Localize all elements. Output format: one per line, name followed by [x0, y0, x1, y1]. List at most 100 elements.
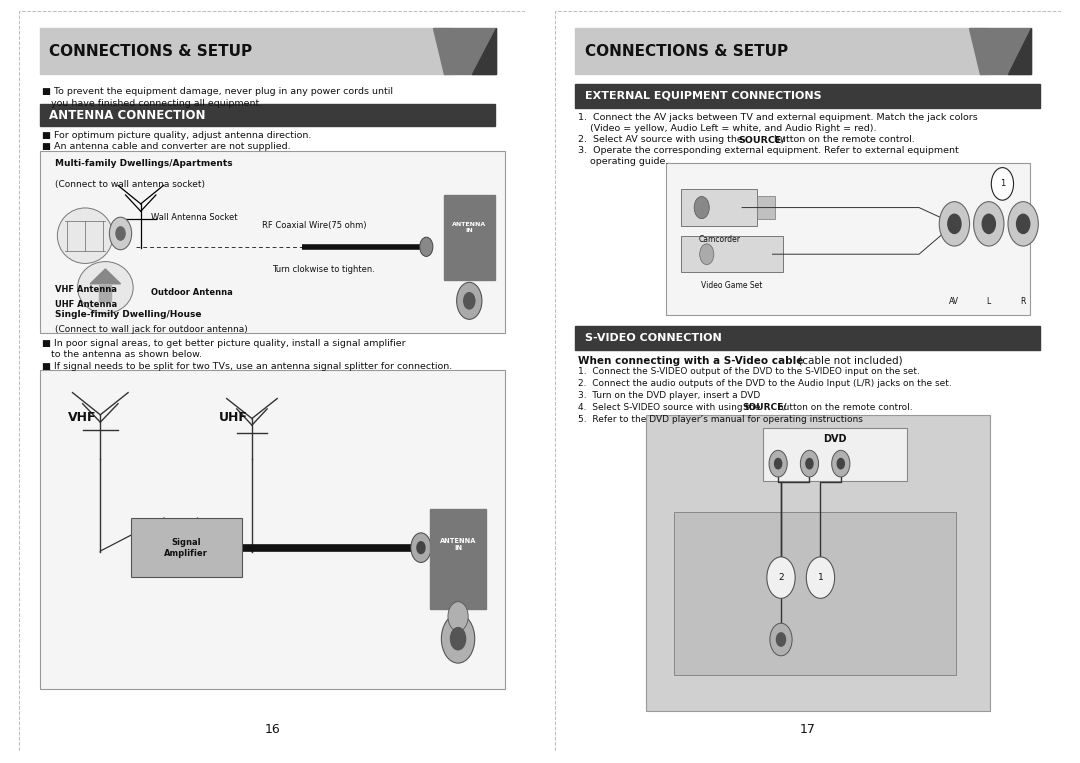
Text: 2.  Select AV source with using the: 2. Select AV source with using the [578, 135, 745, 144]
Circle shape [991, 168, 1013, 200]
Text: ANTENNA
IN: ANTENNA IN [440, 538, 476, 551]
Circle shape [109, 217, 132, 250]
Bar [681, 189, 757, 226]
Circle shape [463, 293, 475, 309]
Polygon shape [91, 269, 121, 284]
Text: VHF: VHF [67, 411, 96, 424]
Bar [40, 370, 504, 689]
Bar [40, 104, 495, 126]
Text: Turn clokwise to tighten.: Turn clokwise to tighten. [272, 266, 375, 275]
Bar [646, 415, 989, 711]
Text: Outdoor Antenna: Outdoor Antenna [151, 288, 232, 297]
Bar [131, 518, 242, 578]
Bar [674, 513, 956, 675]
Circle shape [457, 282, 482, 320]
Circle shape [1016, 214, 1029, 233]
Circle shape [837, 459, 845, 468]
Text: DVD: DVD [823, 434, 847, 444]
Text: R: R [1021, 297, 1026, 306]
Text: Signal
Amplifier: Signal Amplifier [164, 538, 208, 558]
Text: Multi-family Dwellings/Apartments: Multi-family Dwellings/Apartments [55, 159, 232, 169]
Text: 1.  Connect the S-VIDEO output of the DVD to the S-VIDEO input on the set.: 1. Connect the S-VIDEO output of the DVD… [578, 368, 920, 376]
Ellipse shape [78, 262, 133, 314]
Bar [444, 195, 495, 280]
Bar [99, 285, 111, 301]
Text: 4.  Select S-VIDEO source with using the: 4. Select S-VIDEO source with using the [578, 403, 764, 412]
Text: CONNECTIONS & SETUP: CONNECTIONS & SETUP [49, 44, 253, 59]
Text: RF Coaxial Wire(75 ohm): RF Coaxial Wire(75 ohm) [262, 221, 366, 230]
Bar [757, 197, 775, 219]
Text: 1: 1 [818, 573, 823, 582]
Text: button on the remote control.: button on the remote control. [771, 135, 915, 144]
Circle shape [442, 614, 475, 663]
Bar [666, 163, 1030, 315]
Circle shape [767, 557, 795, 598]
Circle shape [800, 450, 819, 477]
Text: S-VIDEO CONNECTION: S-VIDEO CONNECTION [584, 333, 721, 343]
Text: 5.  Refer to the DVD player’s manual for operating instructions: 5. Refer to the DVD player’s manual for … [578, 415, 863, 423]
Circle shape [448, 602, 468, 631]
Text: ANTENNA
IN: ANTENNA IN [453, 222, 486, 233]
Text: ■ For optimum picture quality, adjust antenna direction.: ■ For optimum picture quality, adjust an… [42, 131, 311, 140]
Circle shape [948, 214, 961, 233]
Text: 16: 16 [265, 723, 280, 736]
Bar [576, 326, 1040, 349]
Bar [576, 84, 1040, 108]
Text: SOURCE/: SOURCE/ [738, 135, 785, 144]
Text: (Video = yellow, Audio Left = white, and Audio Right = red).: (Video = yellow, Audio Left = white, and… [578, 124, 876, 133]
Text: ANTENNA CONNECTION: ANTENNA CONNECTION [49, 108, 205, 121]
Text: Video Game Set: Video Game Set [701, 281, 762, 290]
Circle shape [116, 227, 125, 240]
Polygon shape [433, 28, 496, 74]
Circle shape [1008, 201, 1038, 246]
Circle shape [450, 628, 465, 650]
Bar [576, 28, 989, 74]
Text: EXTERNAL EQUIPMENT CONNECTIONS: EXTERNAL EQUIPMENT CONNECTIONS [584, 91, 821, 101]
Text: 2: 2 [779, 573, 784, 582]
Text: Single-fimily Dwelling/House: Single-fimily Dwelling/House [55, 310, 201, 319]
Circle shape [770, 623, 792, 655]
Bar [681, 237, 783, 272]
Circle shape [974, 201, 1004, 246]
Text: Camcorder: Camcorder [699, 235, 741, 244]
Text: 3.  Operate the corresponding external equipment. Refer to external equipment: 3. Operate the corresponding external eq… [578, 146, 959, 155]
Text: VHF Antenna: VHF Antenna [55, 285, 117, 295]
Text: When connecting with a S-Video cable: When connecting with a S-Video cable [578, 356, 804, 365]
Text: CONNECTIONS & SETUP: CONNECTIONS & SETUP [584, 44, 788, 59]
Circle shape [940, 201, 970, 246]
Circle shape [700, 244, 714, 265]
Circle shape [774, 459, 782, 468]
Text: ■ In poor signal areas, to get better picture quality, install a signal amplifie: ■ In poor signal areas, to get better pi… [42, 339, 406, 348]
Circle shape [410, 533, 431, 562]
Text: AV: AV [949, 297, 959, 306]
Text: UHF: UHF [219, 411, 248, 424]
Bar [40, 28, 454, 74]
Bar [430, 509, 486, 609]
Circle shape [417, 542, 426, 554]
Circle shape [777, 633, 785, 646]
Circle shape [769, 450, 787, 477]
Text: 1: 1 [1000, 179, 1005, 188]
Text: Wall Antenna Socket: Wall Antenna Socket [151, 214, 238, 223]
Circle shape [982, 214, 996, 233]
Text: UHF Antenna: UHF Antenna [55, 300, 117, 309]
Circle shape [694, 197, 710, 219]
Text: you have finished connecting all equipment.: you have finished connecting all equipme… [42, 98, 262, 108]
Polygon shape [1008, 28, 1031, 74]
Text: to the antenna as shown below.: to the antenna as shown below. [42, 350, 202, 359]
Text: 3.  Turn on the DVD player, insert a DVD: 3. Turn on the DVD player, insert a DVD [578, 391, 760, 400]
Text: (Connect to wall antenna socket): (Connect to wall antenna socket) [55, 180, 205, 189]
Circle shape [420, 237, 433, 256]
Text: (cable not included): (cable not included) [795, 356, 903, 365]
Circle shape [806, 459, 813, 468]
Text: ■ An antenna cable and converter are not supplied.: ■ An antenna cable and converter are not… [42, 143, 291, 151]
Text: 17: 17 [800, 723, 815, 736]
Text: button on the remote control.: button on the remote control. [775, 403, 913, 412]
Circle shape [807, 557, 835, 598]
Text: SOURCE/: SOURCE/ [742, 403, 786, 412]
Text: ■ To prevent the equipment damage, never plug in any power cords until: ■ To prevent the equipment damage, never… [42, 87, 393, 96]
Ellipse shape [57, 208, 113, 263]
Text: operating guide.: operating guide. [578, 157, 669, 166]
Circle shape [832, 450, 850, 477]
Text: ■ If signal needs to be split for two TVs, use an antenna signal splitter for co: ■ If signal needs to be split for two TV… [42, 362, 453, 371]
